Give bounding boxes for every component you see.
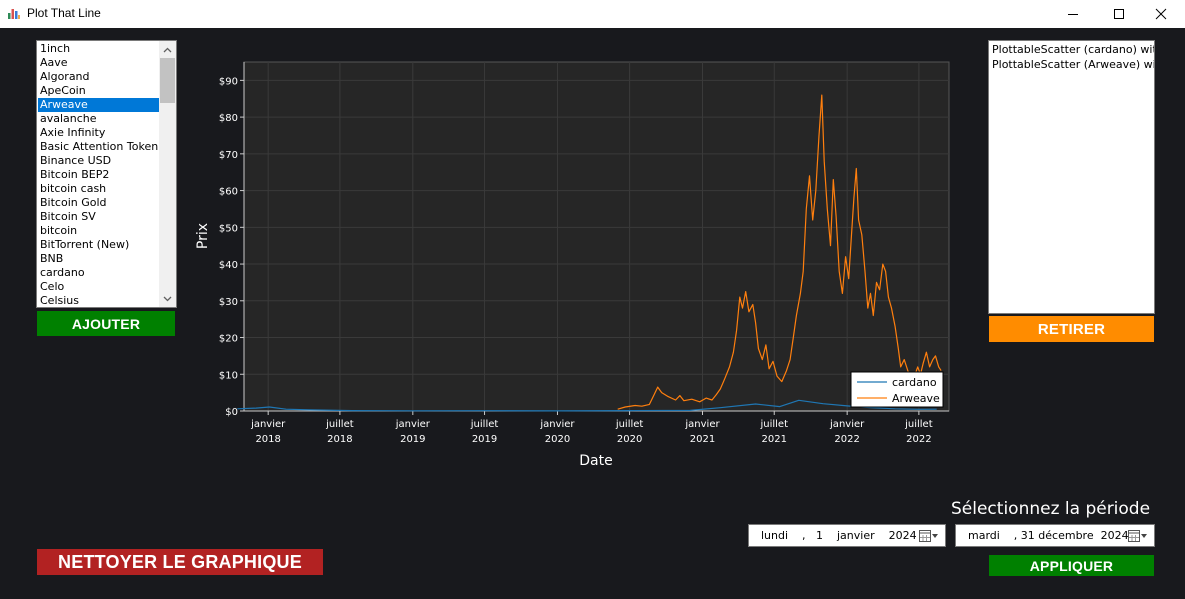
plotted-series-list[interactable]: PlottableScatter (cardano) with Plottable… xyxy=(988,40,1155,314)
currency-list-item[interactable]: Bitcoin BEP2 xyxy=(40,168,110,181)
currency-list-item[interactable]: Celo xyxy=(40,280,65,293)
y-tick-label: $50 xyxy=(219,223,238,234)
title-bar: Plot That Line xyxy=(0,0,1185,28)
apply-button[interactable]: APPLIQUER xyxy=(989,555,1154,576)
x-tick-label: 2020 xyxy=(617,434,642,445)
y-tick-label: $10 xyxy=(219,370,238,381)
currency-list-item[interactable]: ApeCoin xyxy=(40,84,86,97)
x-tick-label: 2022 xyxy=(906,434,931,445)
currency-list-item[interactable]: Bitcoin Gold xyxy=(40,196,107,209)
y-tick-label: $70 xyxy=(219,150,238,161)
x-tick-label: janvier xyxy=(829,419,865,430)
currency-list-item[interactable]: bitcoin cash xyxy=(40,182,107,195)
y-tick-label: $90 xyxy=(219,76,238,87)
window-title: Plot That Line xyxy=(27,6,101,20)
currency-list-item[interactable]: Binance USD xyxy=(40,154,112,167)
x-tick-label: juillet xyxy=(759,419,788,430)
x-tick-label: janvier xyxy=(395,419,431,430)
currency-list-item[interactable]: Arweave xyxy=(38,98,160,112)
calendar-dropdown-icon[interactable] xyxy=(919,529,939,543)
currency-list-item[interactable]: 1inch xyxy=(40,42,71,55)
add-button[interactable]: AJOUTER xyxy=(37,311,175,336)
x-tick-label: juillet xyxy=(470,419,499,430)
x-tick-label: janvier xyxy=(250,419,286,430)
minimize-button[interactable] xyxy=(1050,0,1096,28)
x-tick-label: 2019 xyxy=(472,434,497,445)
currency-list-item[interactable]: Axie Infinity xyxy=(40,126,106,139)
y-tick-label: $30 xyxy=(219,297,238,308)
currency-list-item[interactable]: avalanche xyxy=(40,112,97,125)
legend-entry: Arweave xyxy=(892,392,940,405)
x-tick-label: 2021 xyxy=(762,434,787,445)
close-icon xyxy=(1155,8,1167,20)
currency-list-item[interactable]: Bitcoin SV xyxy=(40,210,96,223)
period-label: Sélectionnez la période xyxy=(951,499,1151,519)
plotted-series-item[interactable]: PlottableScatter (cardano) with xyxy=(992,43,1155,56)
maximize-button[interactable] xyxy=(1096,0,1142,28)
currency-listbox[interactable]: 1inch Aave Algorand ApeCoin Arweave avalanche… xyxy=(36,40,177,308)
minimize-icon xyxy=(1068,14,1078,15)
listbox-scrollbar[interactable] xyxy=(159,41,176,307)
plot-area xyxy=(243,61,950,412)
calendar-dropdown-icon[interactable] xyxy=(1128,529,1148,543)
currency-list-item[interactable]: BitTorrent (New) xyxy=(40,238,130,251)
legend-entry: cardano xyxy=(892,376,937,389)
end-date-value[interactable]: mardi , 31 décembre 2024 xyxy=(968,529,1129,542)
series-line-arweave xyxy=(617,94,942,410)
x-tick-label: juillet xyxy=(904,419,933,430)
y-tick-label: $0 xyxy=(225,407,238,418)
currency-list-item[interactable]: Algorand xyxy=(40,70,90,83)
x-tick-label: 2018 xyxy=(327,434,352,445)
scroll-down-arrow-icon[interactable] xyxy=(159,290,176,307)
x-tick-label: juillet xyxy=(325,419,354,430)
app-chart-icon xyxy=(8,9,20,19)
x-tick-label: 2021 xyxy=(690,434,715,445)
clear-chart-button[interactable]: NETTOYER LE GRAPHIQUE xyxy=(37,549,323,575)
currency-list-item[interactable]: Aave xyxy=(40,56,68,69)
y-tick-label: $60 xyxy=(219,187,238,198)
x-tick-label: 2018 xyxy=(255,434,280,445)
close-button[interactable] xyxy=(1138,0,1184,28)
legend-box xyxy=(850,371,944,408)
y-axis-label: Prix xyxy=(195,223,211,249)
currency-list-item[interactable]: Basic Attention Token xyxy=(40,140,159,153)
x-tick-label: 2019 xyxy=(400,434,425,445)
currency-list-item[interactable]: cardano xyxy=(40,266,85,279)
x-tick-label: juillet xyxy=(615,419,644,430)
currency-list-item[interactable]: BNB xyxy=(40,252,64,265)
end-date-picker[interactable]: mardi , 31 décembre 2024 xyxy=(955,524,1155,547)
x-axis-label: Date xyxy=(579,453,612,469)
start-date-picker[interactable]: lundi , 1 janvier 2024 xyxy=(748,524,946,547)
maximize-icon xyxy=(1114,9,1124,19)
currency-list-item[interactable]: Celsius xyxy=(40,294,79,307)
x-tick-label: 2020 xyxy=(545,434,570,445)
start-date-value[interactable]: lundi , 1 janvier 2024 xyxy=(761,529,917,542)
plotted-series-item[interactable]: PlottableScatter (Arweave) with xyxy=(992,58,1155,71)
scrollbar-thumb[interactable] xyxy=(160,58,175,103)
x-tick-label: janvier xyxy=(539,419,575,430)
scroll-up-arrow-icon[interactable] xyxy=(159,41,176,58)
currency-list-item[interactable]: bitcoin xyxy=(40,224,78,237)
y-tick-label: $80 xyxy=(219,113,238,124)
y-tick-label: $40 xyxy=(219,260,238,271)
x-tick-label: 2022 xyxy=(834,434,859,445)
remove-button[interactable]: RETIRER xyxy=(989,316,1154,342)
y-tick-label: $20 xyxy=(219,334,238,345)
x-tick-label: janvier xyxy=(684,419,720,430)
currency-list[interactable]: 1inch Aave Algorand ApeCoin Arweave avalanche… xyxy=(38,42,160,307)
